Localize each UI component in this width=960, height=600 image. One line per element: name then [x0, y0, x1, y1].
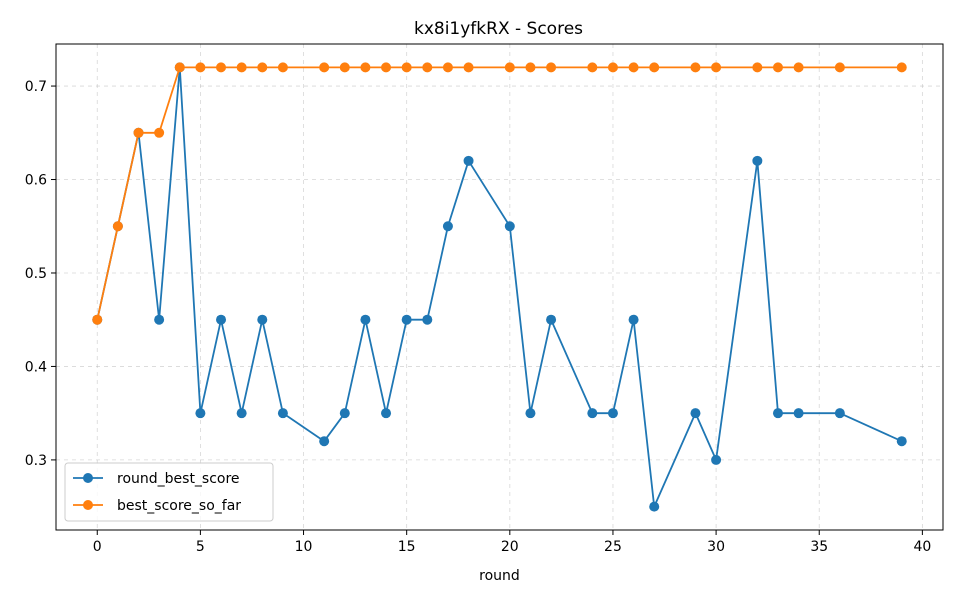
x-tick-label: 15 — [398, 539, 416, 555]
series-line — [96, 66, 903, 508]
data-point — [442, 221, 453, 232]
y-tick-label: 0.7 — [25, 79, 47, 95]
y-tick-label: 0.5 — [25, 266, 47, 282]
data-point — [463, 62, 474, 73]
data-point — [752, 62, 763, 73]
data-point — [772, 408, 783, 419]
x-tick-label: 0 — [93, 539, 102, 555]
legend: round_best_score best_score_so_far — [64, 462, 274, 522]
x-tick-label: 5 — [196, 539, 205, 555]
data-point — [690, 62, 701, 73]
data-point — [587, 62, 598, 73]
axis-ticks: 0 5 10 15 20 25 30 35 40 0.3 0.4 0.5 0.6 0.7 — [25, 79, 932, 555]
grid — [56, 44, 943, 530]
data-point — [381, 408, 392, 419]
data-point — [339, 408, 350, 419]
data-point — [154, 314, 165, 325]
y-tick-label: 0.4 — [25, 359, 47, 375]
data-point — [525, 408, 536, 419]
data-point — [834, 408, 845, 419]
data-point — [690, 408, 701, 419]
data-point — [277, 62, 288, 73]
data-point — [546, 62, 557, 73]
data-point — [628, 62, 639, 73]
data-point — [752, 155, 763, 166]
legend-label: round_best_score — [117, 471, 240, 487]
data-point — [463, 155, 474, 166]
data-point — [216, 62, 227, 73]
data-point — [896, 62, 907, 73]
data-point — [525, 62, 536, 73]
data-point — [607, 62, 618, 73]
data-point — [236, 408, 247, 419]
data-point — [339, 62, 350, 73]
data-point — [174, 62, 185, 73]
x-tick-label: 10 — [295, 539, 313, 555]
data-point — [504, 62, 515, 73]
data-point — [360, 62, 371, 73]
data-point — [422, 314, 433, 325]
series-layer — [92, 62, 907, 512]
plot-frame — [55, 43, 944, 531]
data-point — [607, 408, 618, 419]
data-point — [195, 62, 206, 73]
data-point — [896, 436, 907, 447]
data-point — [628, 314, 639, 325]
data-point — [504, 221, 515, 232]
x-axis-label: round — [479, 568, 520, 584]
data-point — [793, 408, 804, 419]
x-tick-label: 20 — [501, 539, 519, 555]
legend-item: round_best_score — [73, 471, 240, 487]
data-point — [772, 62, 783, 73]
x-tick-label: 35 — [810, 539, 828, 555]
data-point — [277, 408, 288, 419]
data-point — [587, 408, 598, 419]
data-point — [649, 501, 660, 512]
data-point — [711, 62, 722, 73]
data-point — [546, 314, 557, 325]
legend-box — [64, 462, 274, 522]
data-point — [360, 314, 371, 325]
data-point — [236, 62, 247, 73]
legend-label: best_score_so_far — [117, 498, 241, 514]
data-point — [216, 314, 227, 325]
data-point — [649, 62, 660, 73]
x-tick-label: 25 — [604, 539, 622, 555]
legend-marker — [83, 500, 93, 510]
data-point — [793, 62, 804, 73]
x-tick-label: 30 — [707, 539, 725, 555]
data-point — [442, 62, 453, 73]
data-point — [319, 62, 330, 73]
y-tick-label: 0.3 — [25, 453, 47, 469]
data-point — [133, 127, 144, 138]
data-point — [257, 62, 268, 73]
data-point — [381, 62, 392, 73]
data-point — [422, 62, 433, 73]
data-point — [154, 127, 165, 138]
data-point — [711, 454, 722, 465]
x-tick-label: 40 — [913, 539, 931, 555]
y-tick-label: 0.6 — [25, 173, 47, 189]
data-point — [92, 314, 103, 325]
data-point — [834, 62, 845, 73]
data-point — [195, 408, 206, 419]
data-point — [401, 62, 412, 73]
data-point — [257, 314, 268, 325]
legend-marker — [83, 473, 93, 483]
data-point — [401, 314, 412, 325]
chart-title: kx8i1yfkRX - Scores — [414, 19, 583, 39]
legend-item: best_score_so_far — [73, 498, 241, 514]
series-best_score_so_far — [92, 62, 907, 325]
data-point — [319, 436, 330, 447]
data-point — [112, 221, 123, 232]
